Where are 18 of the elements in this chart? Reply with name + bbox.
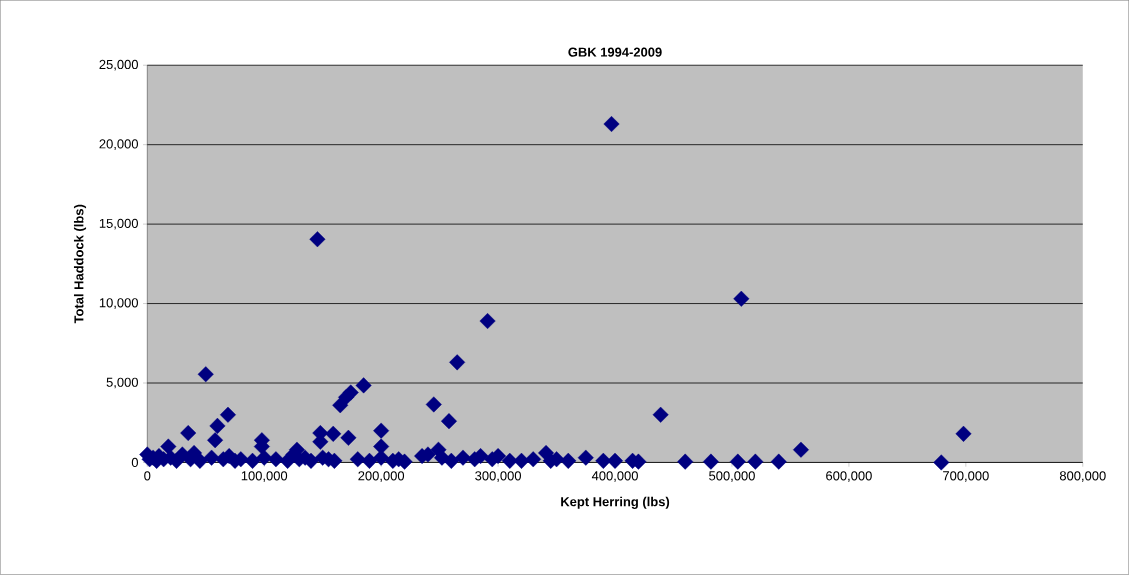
chart-title: GBK 1994-2009 [568, 47, 662, 57]
x-axis-title: Kept Herring (lbs) [561, 496, 670, 510]
y-tick-label: 15,000 [99, 218, 138, 230]
y-tick-label: 10,000 [99, 298, 138, 310]
y-tick-label: 0 [131, 457, 139, 468]
x-tick-label: 0 [144, 471, 151, 481]
x-tick-label: 100,000 [241, 471, 288, 483]
x-tick-label: 300,000 [475, 471, 521, 483]
y-tick-label: 25,000 [99, 60, 138, 71]
y-axis-title: Total Haddock (lbs) [73, 204, 87, 324]
x-tick-label: 200,000 [358, 471, 405, 483]
x-tick-label: 800,000 [1059, 471, 1106, 483]
y-tick-label: 5,000 [106, 377, 138, 389]
x-tick-label: 400,000 [591, 471, 638, 483]
y-tick-label: 20,000 [99, 139, 138, 151]
x-tick-label: 600,000 [826, 471, 872, 483]
x-tick-label: 500,000 [709, 471, 755, 483]
x-tick-label: 700,000 [943, 471, 989, 483]
